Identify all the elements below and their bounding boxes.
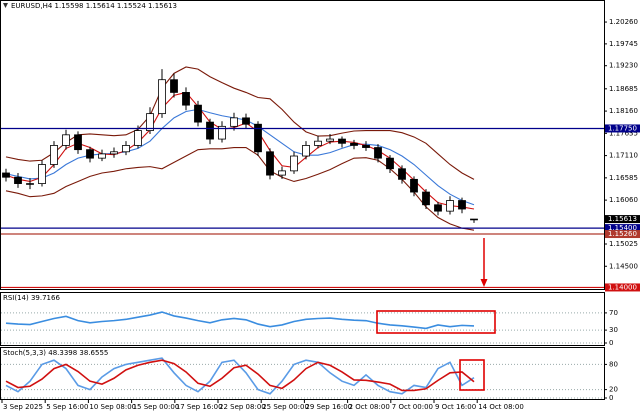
x-tick-label: 15 Sep 00:00 — [133, 403, 180, 411]
level-box — [605, 224, 640, 233]
candle-body — [338, 138, 346, 144]
x-tick-label: 14 Oct 08:00 — [478, 403, 524, 411]
y-tick-label: 1.16060 — [609, 196, 638, 204]
candle-body — [146, 113, 154, 131]
rsi-title: RSI(14) 39.7166 — [3, 294, 60, 302]
candle-body — [302, 145, 310, 157]
candle-body — [62, 134, 70, 146]
indicator-line — [5, 66, 475, 180]
x-tick-label: 25 Sep 00:00 — [262, 403, 309, 411]
candle-body — [422, 191, 430, 206]
candle-body — [206, 121, 214, 140]
y-tick-label: 1.18685 — [609, 85, 638, 93]
y-tick-label: 0 — [609, 394, 613, 402]
y-tick-label: 80 — [609, 360, 618, 368]
y-tick-label: 1.20260 — [609, 18, 638, 26]
y-tick-label: 1.16585 — [609, 174, 638, 182]
annotation-box — [376, 310, 496, 334]
candle-body — [98, 153, 106, 159]
indicator-line — [5, 108, 475, 206]
current-price-box — [605, 215, 640, 224]
candle-body — [218, 125, 226, 140]
candle-body — [158, 79, 166, 115]
x-tick-label: 22 Sep 08:00 — [219, 403, 266, 411]
level-label: 1.17750 — [608, 124, 637, 132]
candle-body — [26, 183, 34, 185]
level-label: 1.15400 — [608, 224, 637, 232]
symbol-icon — [3, 3, 8, 8]
candle-body — [470, 218, 478, 221]
annotation-arrowhead — [480, 279, 488, 287]
y-tick-label: 1.14500 — [609, 262, 638, 270]
indicator-line — [5, 311, 475, 330]
candle-body — [86, 149, 94, 159]
y-tick-label: 1.18160 — [609, 107, 638, 115]
y-tick-label: 1.17110 — [609, 152, 638, 160]
candle-body — [38, 164, 46, 184]
candle-body — [410, 178, 418, 193]
y-tick-label: 1.15025 — [609, 240, 638, 248]
level-box — [605, 124, 640, 133]
candle-body — [458, 200, 466, 210]
level-label: 1.14000 — [608, 283, 637, 291]
candle-body — [386, 157, 394, 170]
indicator-line — [5, 359, 475, 392]
chart-title: EURUSD,H4 1.15598 1.15614 1.15524 1.1561… — [11, 2, 177, 10]
indicator-line — [5, 91, 475, 210]
stoch-title: Stoch(5,3,3) 48.3398 38.6555 — [3, 349, 108, 357]
level-label: 1.15260 — [608, 230, 637, 238]
candle-body — [254, 123, 262, 153]
y-tick-label: 1.19230 — [609, 62, 638, 70]
x-tick-label: 29 Sep 16:00 — [305, 403, 352, 411]
candle-body — [2, 172, 10, 178]
candle-body — [134, 130, 142, 146]
y-tick-label: 1.17635 — [609, 129, 638, 137]
rsi-frame — [0, 292, 605, 346]
candle-body — [326, 138, 334, 142]
candle-body — [74, 134, 82, 151]
x-tick-label: 5 Sep 16:00 — [46, 403, 88, 411]
candle-body — [398, 168, 406, 180]
stoch-frame — [0, 347, 605, 400]
x-tick-label: 17 Sep 16:00 — [176, 403, 223, 411]
candle-body — [242, 117, 250, 125]
x-tick-label: 7 Oct 00:00 — [392, 403, 433, 411]
candle-body — [230, 117, 238, 127]
x-tick-label: 10 Sep 08:00 — [89, 403, 136, 411]
candle-body — [266, 151, 274, 176]
y-tick-label: 0 — [609, 339, 613, 347]
y-tick-label: 1.19745 — [609, 40, 638, 48]
y-tick-label: 70 — [609, 309, 618, 317]
y-tick-label: 30 — [609, 326, 618, 334]
level-box — [605, 283, 640, 292]
candle-body — [278, 170, 286, 176]
x-tick-label: 9 Oct 16:00 — [435, 403, 476, 411]
indicator-line — [5, 146, 475, 231]
y-tick-label: 20 — [609, 386, 618, 394]
candle-body — [110, 151, 118, 155]
candle-body — [170, 79, 178, 93]
candle-body — [14, 176, 22, 184]
x-tick-label: 3 Sep 2025 — [3, 403, 43, 411]
candle-body — [350, 142, 358, 146]
candle-body — [50, 145, 58, 165]
x-tick-label: 2 Oct 08:00 — [349, 403, 390, 411]
candle-body — [362, 145, 370, 148]
candle-body — [122, 145, 130, 153]
level-box — [605, 230, 640, 239]
annotation-box — [459, 359, 485, 391]
candle-body — [434, 204, 442, 212]
candle-body — [314, 140, 322, 146]
current-price-label: 1.15613 — [608, 215, 637, 223]
candle-body — [374, 147, 382, 159]
candle-body — [182, 92, 190, 106]
plot-layer: 1.20260 1.19745 1.19230 1.18685 1.18160 1.176… — [1, 18, 640, 411]
candle-body — [446, 200, 454, 212]
candle-body — [194, 104, 202, 123]
main-frame — [0, 0, 605, 290]
candle-body — [290, 155, 298, 172]
